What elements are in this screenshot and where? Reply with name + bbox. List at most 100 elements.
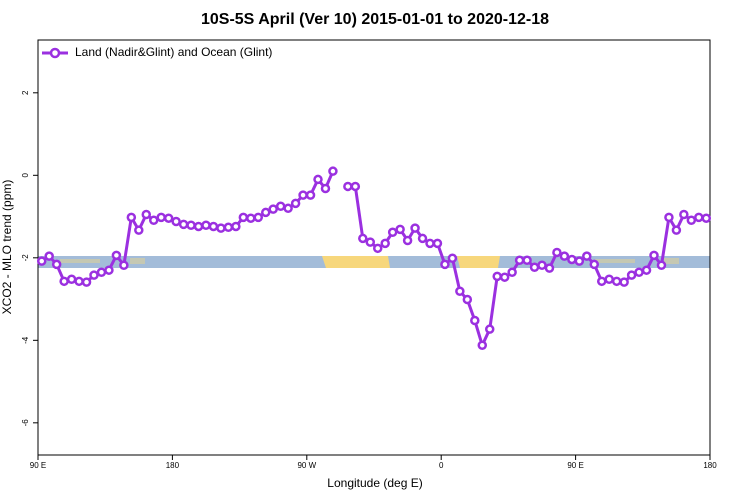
- point: [126, 212, 137, 223]
- point: [649, 250, 659, 261]
- point: [74, 276, 84, 287]
- point: [134, 225, 144, 235]
- point: [163, 213, 174, 223]
- point: [66, 274, 77, 285]
- point: [320, 183, 331, 194]
- point: [611, 276, 622, 287]
- point: [387, 227, 398, 237]
- point: [350, 181, 361, 192]
- point: [223, 222, 234, 233]
- point: [410, 223, 420, 233]
- land-speck: [130, 258, 145, 264]
- x-tick-label: 180: [166, 461, 180, 470]
- point: [552, 247, 562, 258]
- legend-marker: [49, 47, 61, 59]
- point: [522, 255, 532, 266]
- plot-frame: [37, 39, 711, 456]
- point: [290, 198, 301, 209]
- x-tick-label: 90 E: [30, 461, 46, 470]
- point: [514, 255, 525, 266]
- point: [36, 256, 47, 266]
- point: [119, 260, 129, 270]
- point: [201, 220, 211, 230]
- point: [216, 223, 226, 233]
- point: [372, 243, 383, 254]
- y-tick-label: 2: [21, 90, 30, 95]
- y-tick-label: 0: [21, 173, 30, 178]
- point: [402, 235, 413, 246]
- point: [664, 212, 674, 223]
- point: [596, 276, 607, 287]
- point: [141, 209, 152, 220]
- point: [268, 204, 278, 214]
- point: [417, 233, 428, 244]
- point: [604, 274, 614, 285]
- point: [574, 256, 585, 266]
- point: [634, 267, 644, 278]
- point: [260, 207, 271, 218]
- point: [440, 259, 450, 270]
- point: [686, 215, 697, 226]
- point: [492, 271, 502, 282]
- point: [499, 272, 510, 282]
- point: [671, 225, 682, 235]
- point: [358, 233, 368, 244]
- point: [365, 237, 376, 247]
- surface-strip: [38, 256, 710, 268]
- point: [529, 262, 540, 273]
- point: [156, 212, 166, 223]
- point: [679, 209, 689, 220]
- point: [246, 213, 256, 223]
- point: [507, 267, 517, 278]
- y-tick-label: -6: [21, 419, 30, 427]
- point: [111, 250, 122, 261]
- point: [477, 340, 488, 351]
- legend-label: Land (Nadir&Glint) and Ocean (Glint): [75, 45, 272, 59]
- point: [44, 251, 54, 261]
- x-axis-label: Longitude (deg E): [327, 476, 422, 490]
- point: [275, 201, 286, 211]
- point: [305, 190, 316, 200]
- point: [59, 276, 69, 287]
- point: [51, 259, 62, 270]
- point: [544, 263, 555, 273]
- point: [425, 238, 435, 249]
- point: [89, 270, 99, 280]
- point: [178, 219, 189, 230]
- point: [656, 260, 667, 270]
- point: [238, 212, 249, 223]
- point: [81, 277, 92, 287]
- point: [582, 251, 592, 261]
- point: [447, 253, 458, 263]
- point: [231, 221, 241, 232]
- point: [537, 260, 547, 270]
- point: [148, 215, 159, 226]
- x-tick-label: 90 E: [567, 461, 583, 470]
- point: [641, 265, 652, 275]
- point: [626, 270, 637, 280]
- point: [208, 221, 219, 232]
- point: [313, 174, 323, 185]
- point: [567, 254, 577, 265]
- point: [186, 220, 196, 230]
- x-tick-label: 90 W: [297, 461, 316, 470]
- land-strip: [322, 256, 390, 268]
- x-tick-label: 0: [439, 461, 444, 470]
- point: [193, 221, 204, 232]
- point: [589, 259, 600, 270]
- point: [171, 216, 181, 227]
- point: [619, 277, 629, 287]
- y-tick-label: -4: [21, 336, 30, 344]
- point: [104, 265, 114, 275]
- point: [298, 190, 308, 200]
- y-axis-label: XCO2 - MLO trend (ppm): [0, 180, 14, 315]
- point: [395, 224, 405, 235]
- point: [484, 324, 495, 334]
- point: [380, 238, 390, 249]
- land-speck: [60, 259, 100, 263]
- point: [283, 203, 293, 214]
- point: [701, 213, 712, 223]
- point: [470, 315, 480, 326]
- land-strip: [457, 256, 500, 268]
- point: [559, 251, 570, 261]
